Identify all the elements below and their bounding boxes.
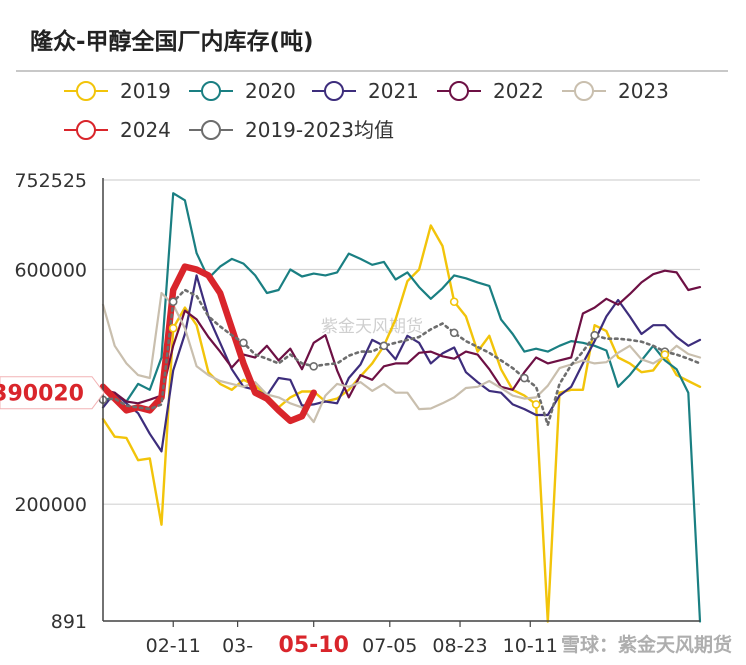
series-line-2020 <box>101 192 702 623</box>
avg-marker <box>590 330 599 340</box>
avg-marker <box>309 361 319 371</box>
series-2019-marker <box>660 350 670 359</box>
x-tick-label: 08-23 <box>432 635 487 657</box>
avg-marker <box>168 297 178 307</box>
axes: 752525 600000 200000 891 02-11 03- 05-10 07-05 0… <box>0 170 700 658</box>
legend-label: 2023 <box>618 79 669 103</box>
series-line-2021 <box>101 274 702 453</box>
x-highlight-label: 05-10 <box>279 633 349 658</box>
legend-label: 2020 <box>245 79 296 103</box>
highlight-y-label: 390020 <box>0 382 84 407</box>
legend-marker <box>76 81 96 101</box>
x-tick-label: 03- <box>222 635 253 657</box>
legend-marker <box>574 81 594 101</box>
series-2019-marker <box>449 297 459 307</box>
legend-label: 2021 <box>368 79 419 103</box>
avg-marker <box>520 373 529 383</box>
chart-title: 隆众-甲醇全国厂内库存(吨) <box>30 29 314 55</box>
x-tick-label: 07-05 <box>362 635 417 657</box>
legend-marker <box>449 81 469 101</box>
y-tick-label: 752525 <box>14 170 87 192</box>
legend-marker <box>201 81 221 101</box>
y-tick-label: 891 <box>51 611 87 633</box>
series-line-2022 <box>101 269 702 405</box>
series-layer <box>98 192 702 623</box>
highlight-y-callout <box>0 376 105 410</box>
center-watermark: 紫金天风期货 <box>321 317 423 337</box>
grid: 紫金天风期货 <box>103 179 700 622</box>
series-2019-marker <box>168 323 178 333</box>
series-line-2024 <box>99 263 317 425</box>
legend-marker <box>76 120 96 140</box>
x-tick-label: 10-11 <box>503 635 558 657</box>
legend-label: 2022 <box>493 79 544 103</box>
series-2019-marker <box>531 400 541 409</box>
legend-label: 2024 <box>120 118 171 142</box>
legend-label: 2019-2023均值 <box>245 118 394 142</box>
title-divider <box>16 70 728 72</box>
y-tick-label: 200000 <box>14 494 87 516</box>
source-watermark: 雪球：紫金天风期货 <box>560 634 732 656</box>
legend-marker <box>201 120 221 140</box>
avg-marker <box>379 341 389 351</box>
series-line-2023 <box>101 291 702 424</box>
legend-marker <box>324 81 344 101</box>
legend: 2019 2020 2021 2022 2023 2024 2019-2023均值 <box>64 79 669 142</box>
legend-label: 2019 <box>120 79 171 103</box>
y-tick-label: 600000 <box>14 259 87 281</box>
series-line-2019-2023均值 <box>101 288 702 427</box>
x-tick-label: 02-11 <box>146 635 201 657</box>
avg-marker <box>239 338 248 348</box>
series-line-2019 <box>101 224 702 623</box>
avg-marker <box>449 328 459 338</box>
